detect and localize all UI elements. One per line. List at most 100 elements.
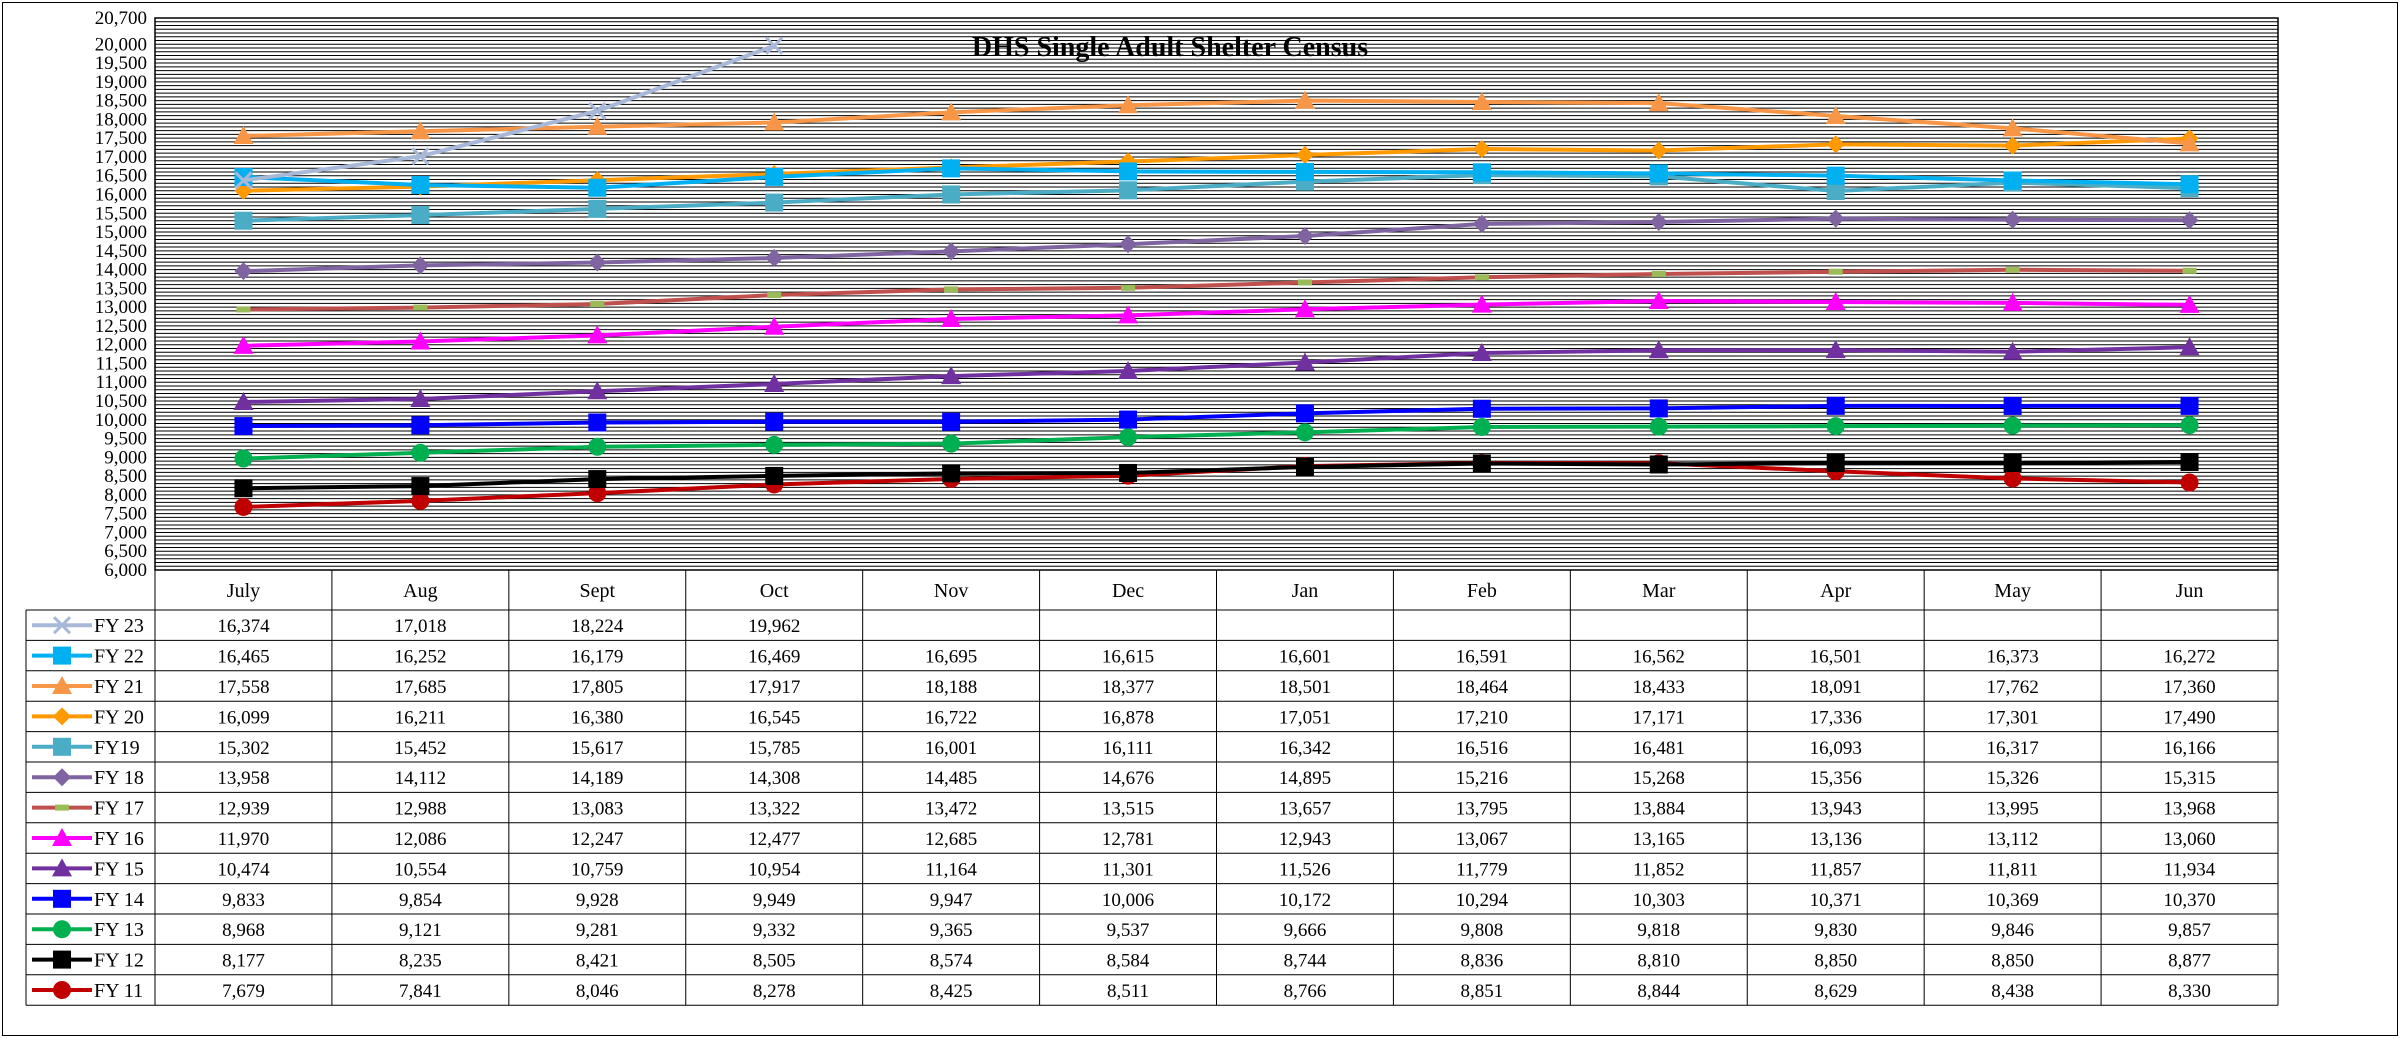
data-point (410, 331, 431, 350)
data-point (1649, 417, 1668, 436)
table-cell: 17,301 (1987, 707, 2039, 728)
data-point (1119, 428, 1138, 447)
data-point (1825, 292, 1846, 311)
data-point (234, 417, 253, 436)
legend-label: FY 11 (94, 980, 143, 1002)
table-cell: 8,421 (576, 951, 619, 972)
table-cell: 9,808 (1461, 920, 1504, 941)
data-point (942, 185, 961, 204)
data-point (765, 412, 784, 431)
legend-label: FY 12 (94, 950, 144, 972)
data-point (587, 116, 608, 135)
table-cell: 9,830 (1814, 920, 1857, 941)
table-cell: 8,844 (1637, 981, 1680, 1002)
y-tick-label: 19,000 (95, 72, 147, 93)
legend-label: FY19 (94, 737, 140, 759)
series-fy-17 (236, 266, 2197, 313)
series-fy-23 (234, 36, 784, 190)
table-cell: 16,099 (217, 707, 269, 728)
series-line (243, 423, 2190, 461)
data-point (2003, 171, 2022, 190)
data-point (1118, 305, 1139, 324)
y-tick-label: 16,000 (95, 184, 147, 205)
data-point (1295, 404, 1314, 423)
y-tick-label: 12,000 (95, 335, 147, 356)
table-cell: 13,083 (571, 799, 623, 820)
data-point (234, 168, 253, 187)
table-row: FY 14 9,833 9,854 9,928 9,949 9,947 10,006 10,1… (32, 889, 2216, 911)
table-cell: 9,666 (1284, 920, 1327, 941)
y-tick-label: 6,000 (104, 560, 147, 581)
table-cell: 14,308 (748, 768, 800, 789)
table-row: FY 17 12,939 12,988 13,083 13,322 13,472 13,51… (32, 798, 2216, 820)
data-point (587, 381, 608, 400)
data-point (2003, 453, 2022, 472)
series-lines (233, 36, 2200, 516)
data-table: July Aug Sept Oct Nov Dec Jan Feb Mar Apr May Jun FY… (25, 570, 2279, 1006)
table-cell: 15,216 (1456, 768, 1508, 789)
table-cell: 10,371 (1810, 890, 1862, 911)
data-point (1472, 140, 1491, 159)
y-tick-label: 18,500 (95, 91, 147, 112)
table-cell: 17,210 (1456, 707, 1508, 728)
data-point (588, 470, 607, 489)
table-cell: 16,317 (1987, 738, 2039, 759)
data-point (1471, 91, 1492, 110)
table-cell: 11,852 (1633, 859, 1685, 880)
x-tick-label: Jan (1292, 580, 1319, 602)
data-point (765, 167, 784, 186)
table-cell: 8,968 (222, 920, 265, 941)
table-cell: 16,166 (2163, 738, 2215, 759)
table-cell: 12,685 (925, 829, 977, 850)
legend-marker (53, 950, 71, 969)
y-axis: 6,0006,5007,0007,5008,0008,5009,0009,500… (95, 8, 147, 581)
table-cell: 17,805 (571, 677, 623, 698)
data-point (234, 497, 253, 516)
table-cell: 17,917 (748, 677, 800, 698)
table-row: FY 22 16,465 16,252 16,179 16,469 16,695 16,61… (32, 646, 2216, 668)
table-cell: 13,795 (1456, 799, 1508, 820)
data-point (2179, 337, 2200, 356)
series-line (243, 267, 2190, 312)
series-fy-14 (234, 396, 2199, 436)
data-point (2180, 396, 2199, 415)
table-cell: 14,112 (395, 768, 447, 789)
table-cell: 8,836 (1461, 951, 1504, 972)
table-cell: 10,294 (1456, 890, 1509, 911)
table-cell: 14,895 (1279, 768, 1331, 789)
table-cell: 7,679 (222, 981, 265, 1002)
table-cell: 13,165 (1633, 829, 1685, 850)
data-point (1649, 212, 1668, 231)
data-point (413, 304, 428, 311)
table-cell: 10,554 (394, 859, 447, 880)
table-cell: 8,511 (1107, 981, 1149, 1002)
table-cell: 18,501 (1279, 677, 1331, 698)
data-point (2003, 136, 2022, 155)
table-row: FY19 15,302 15,452 15,617 15,785 16,001 16,111… (32, 737, 2216, 759)
table-cell: 16,615 (1102, 647, 1154, 668)
table-cell: 9,857 (2168, 920, 2211, 941)
data-point (764, 316, 785, 335)
series-line (243, 43, 775, 183)
y-tick-label: 13,000 (95, 297, 147, 318)
series-line (243, 345, 2190, 404)
table-cell: 17,336 (1810, 707, 1862, 728)
series-line (243, 98, 2190, 146)
table-cell: 9,121 (399, 920, 442, 941)
data-point (1649, 164, 1668, 183)
data-point (1826, 417, 1845, 436)
y-tick-label: 17,500 (95, 128, 147, 149)
table-cell: 15,617 (571, 738, 623, 759)
data-point (767, 292, 782, 299)
table-cell: 8,810 (1637, 951, 1680, 972)
table-cell: 13,472 (925, 799, 977, 820)
data-point (1474, 274, 1489, 281)
data-point (1297, 279, 1312, 286)
table-cell: 13,995 (1987, 799, 2039, 820)
table-cell: 18,091 (1810, 677, 1862, 698)
data-point (411, 443, 430, 462)
table-cell: 12,988 (394, 799, 446, 820)
table-cell: 10,759 (571, 859, 623, 880)
table-cell: 13,958 (217, 768, 269, 789)
